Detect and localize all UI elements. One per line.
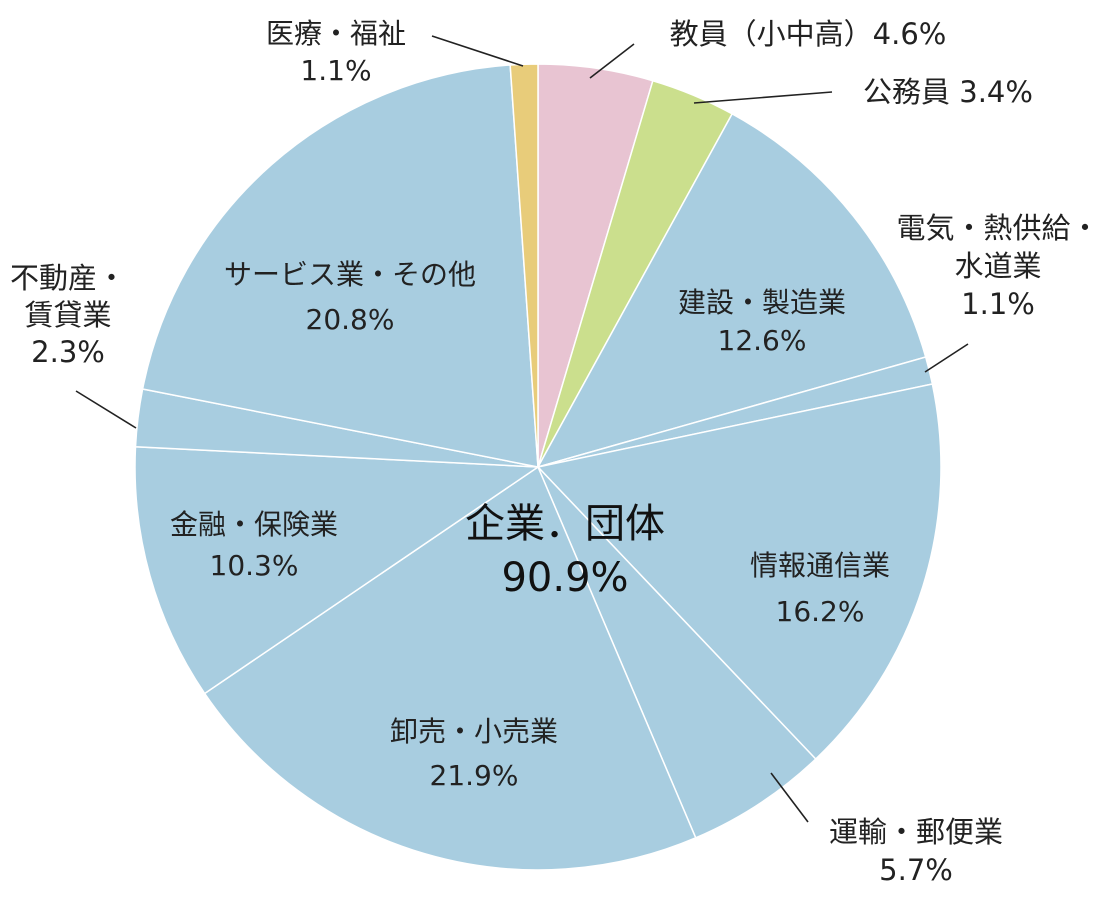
slice-label-0-line-0: 教員（小中高）4.6%: [670, 17, 947, 51]
slice-label-0: 教員（小中高）4.6%: [670, 17, 947, 51]
leader-line-3: [924, 343, 969, 373]
slice-label-5-line-0: 運輸・郵便業: [829, 815, 1003, 849]
slice-label-9: サービス業・その他 20.8%: [224, 258, 476, 336]
slice-label-6-line-0: 卸売・小売業: [390, 715, 558, 748]
slice-labels: 教員（小中高）4.6% 公務員 3.4% 建設・製造業 12.6% 電気・熱供給・水道業…: [10, 17, 1100, 887]
slice-label-3-line-2: 1.1%: [961, 287, 1035, 321]
pie-slice-5: [537, 466, 817, 839]
slice-label-7-line-1: 10.3%: [210, 549, 299, 582]
slice-label-7: 金融・保険業 10.3%: [170, 508, 338, 582]
leader-line-5: [770, 772, 809, 823]
slice-label-6: 卸売・小売業 21.9%: [390, 715, 558, 792]
slice-label-5-line-1: 5.7%: [879, 853, 953, 887]
slice-label-8: 不動産・賃貸業 2.3%: [10, 261, 126, 369]
slice-label-8-line-2: 2.3%: [31, 335, 105, 369]
pie-slice-7: [134, 445, 541, 695]
slice-label-10-line-0: 医療・福祉: [266, 17, 406, 50]
pie-slice-10: [509, 63, 539, 468]
slice-label-6-line-1: 21.9%: [430, 759, 519, 792]
pie-slice-4: [536, 383, 942, 761]
slice-label-8-line-0: 不動産・: [10, 261, 126, 295]
slice-label-7-line-0: 金融・保険業: [170, 508, 338, 541]
slice-label-3: 電気・熱供給・水道業 1.1%: [896, 211, 1099, 321]
leader-line-0: [589, 43, 635, 79]
slice-label-4: 情報通信業 16.2%: [750, 549, 890, 628]
slice-label-8-line-1: 賃貸業: [24, 298, 111, 332]
slice-label-3-line-1: 水道業: [954, 249, 1041, 283]
slice-label-9-line-1: 20.8%: [306, 303, 395, 336]
leader-line-1: [693, 91, 833, 104]
center-label-title: 企業．団体: [465, 501, 665, 547]
pie-slices: [134, 63, 942, 871]
slice-label-1: 公務員 3.4%: [863, 75, 1033, 109]
slice-label-10-line-1: 1.1%: [300, 54, 371, 87]
leader-line-10: [431, 35, 524, 67]
slice-label-4-line-1: 16.2%: [776, 595, 865, 628]
slice-label-4-line-0: 情報通信業: [750, 549, 890, 582]
slice-label-2-line-1: 12.6%: [718, 324, 807, 357]
pie-slice-2: [536, 112, 927, 469]
center-label-value: 90.9%: [501, 555, 628, 601]
slice-label-10: 医療・福祉 1.1%: [266, 17, 406, 87]
slice-label-9-line-0: サービス業・その他: [224, 258, 476, 291]
leader-lines: [75, 35, 969, 823]
leader-line-8: [75, 390, 137, 429]
pie-slice-6: [203, 465, 697, 871]
slice-label-5: 運輸・郵便業 5.7%: [829, 815, 1003, 887]
slice-label-2-line-0: 建設・製造業: [678, 286, 846, 319]
slice-label-1-line-0: 公務員 3.4%: [863, 75, 1033, 109]
slice-label-2: 建設・製造業 12.6%: [678, 286, 846, 357]
pie-slice-9: [141, 64, 539, 468]
slice-label-3-line-0: 電気・熱供給・: [896, 211, 1099, 245]
